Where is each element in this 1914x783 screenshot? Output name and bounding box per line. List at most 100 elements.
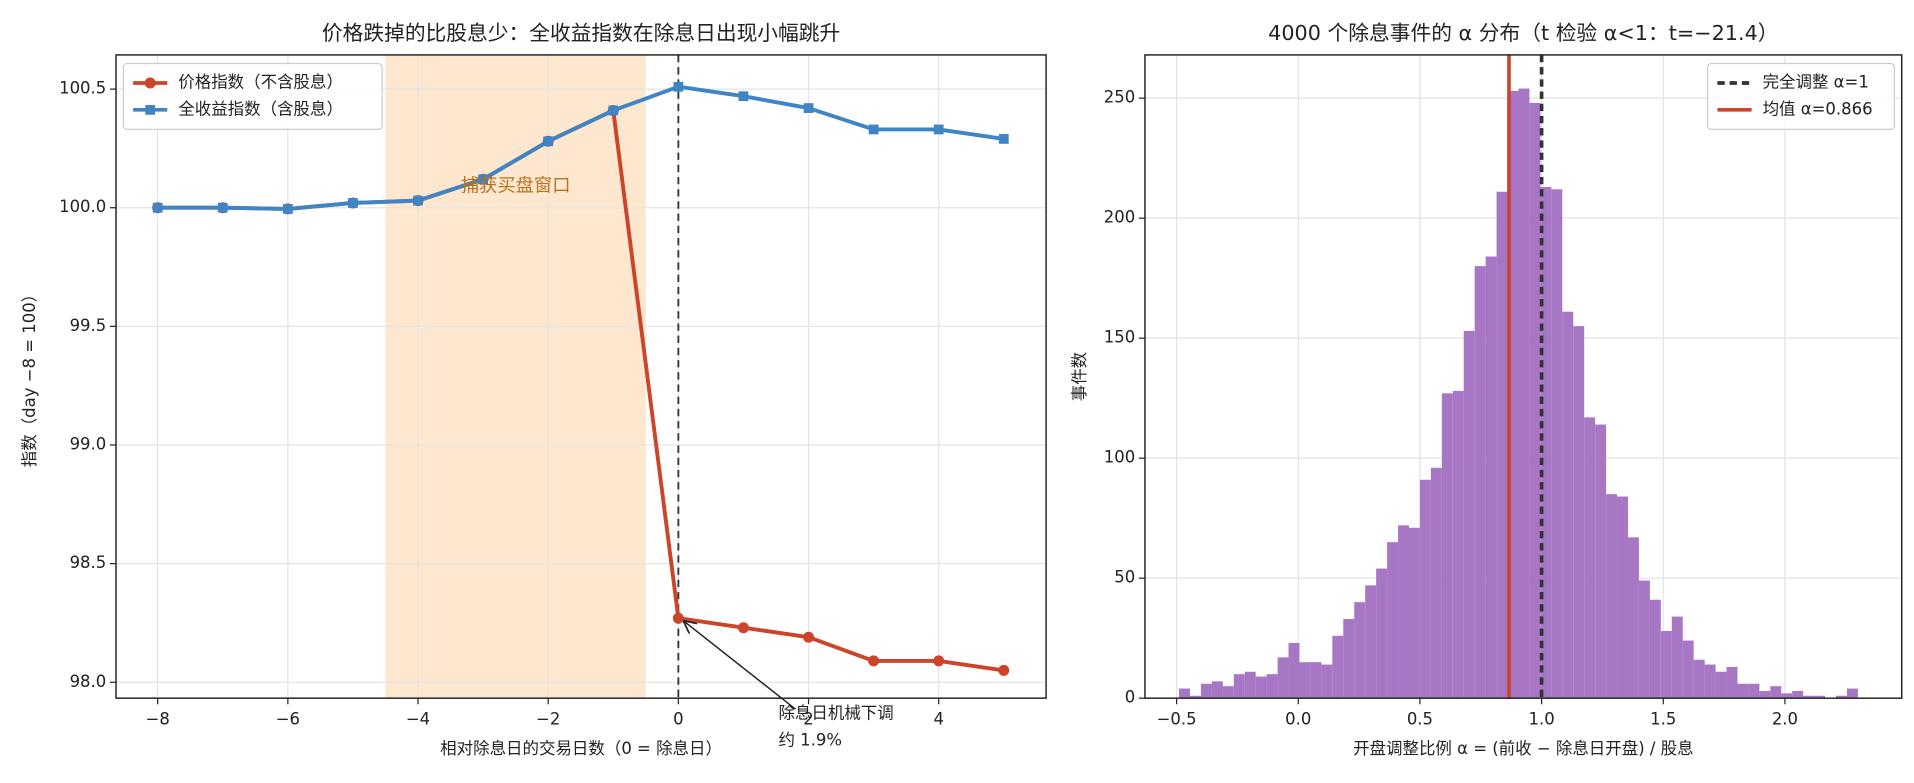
- histogram-bar: [1376, 568, 1388, 699]
- histogram-bar: [1803, 695, 1815, 699]
- data-point: [413, 195, 423, 206]
- x-tick-label: −4: [406, 710, 430, 729]
- data-point: [348, 198, 358, 208]
- data-point: [868, 655, 880, 667]
- x-tick-label: 4: [933, 710, 943, 729]
- histogram-bar: [1310, 662, 1322, 699]
- histogram-bar: [1365, 585, 1377, 699]
- x-tick-label: 2.0: [1772, 710, 1798, 729]
- histogram-bar: [1759, 690, 1771, 699]
- chart-title: 4000 个除息事件的 α 分布（t 检验 α<1：t=−21.4）: [1268, 21, 1778, 45]
- histogram-bar: [1846, 688, 1858, 699]
- histogram-bar: [1704, 664, 1716, 699]
- histogram-bar: [1792, 690, 1804, 699]
- data-point: [998, 664, 1010, 676]
- histogram-bar: [1562, 311, 1574, 699]
- y-tick-label: 100.5: [59, 79, 106, 98]
- data-point: [543, 136, 554, 147]
- x-tick-label: 1.0: [1528, 710, 1554, 729]
- annotation-arrow: [683, 621, 796, 710]
- histogram-bar: [1430, 467, 1442, 699]
- histogram-bar: [1233, 674, 1245, 699]
- histogram-bar: [1595, 424, 1607, 699]
- legend-label: 完全调整 α=1: [1763, 72, 1869, 91]
- y-tick-label: 250: [1104, 88, 1135, 107]
- data-point: [282, 204, 293, 214]
- data-point: [737, 622, 749, 634]
- data-point: [673, 81, 684, 92]
- histogram-bar: [1222, 686, 1234, 699]
- legend-box: [1707, 62, 1896, 130]
- data-point: [217, 202, 228, 213]
- data-point: [933, 124, 944, 135]
- annotation-text: 约 1.9%: [778, 730, 842, 749]
- histogram-bar: [1255, 676, 1267, 699]
- histogram-bar: [1463, 330, 1475, 699]
- histogram-bar: [1398, 525, 1409, 699]
- histogram-bar: [1332, 635, 1344, 699]
- data-point: [803, 103, 814, 113]
- axes-frame: [115, 54, 1047, 699]
- histogram-bar: [1737, 683, 1749, 699]
- shaded-span: [385, 54, 646, 699]
- series-line: [157, 84, 1005, 211]
- histogram-bar: [1693, 659, 1705, 699]
- histogram-bar: [1244, 671, 1256, 699]
- histogram-bar: [1770, 686, 1782, 699]
- legend-label: 价格指数（不含股息）: [178, 72, 343, 91]
- histogram-bar: [1649, 599, 1661, 699]
- histogram-bar: [1507, 90, 1519, 699]
- x-tick-label: −0.5: [1157, 710, 1197, 729]
- chart-title: 价格跌掉的比股息少：全收益指数在除息日出现小幅跳升: [322, 21, 840, 45]
- y-axis-label: 事件数: [1070, 352, 1089, 401]
- histogram-bar: [1387, 542, 1399, 699]
- histogram-bar: [1485, 256, 1497, 699]
- histogram-bar: [1189, 695, 1201, 699]
- y-tick-label: 98.0: [70, 672, 107, 691]
- histogram-bar: [1573, 326, 1585, 699]
- x-axis-label: 相对除息日的交易日数（0 = 除息日）: [440, 739, 722, 758]
- histogram-bar: [1343, 618, 1355, 699]
- histogram-bar: [1836, 695, 1847, 699]
- histogram-bar: [1660, 630, 1672, 699]
- y-tick-label: 100: [1104, 448, 1135, 467]
- histogram-bar: [1496, 191, 1508, 699]
- histogram-bar: [1441, 393, 1453, 699]
- histogram-bar: [1452, 390, 1464, 699]
- histogram-bar: [1781, 693, 1793, 699]
- x-tick-label: −6: [276, 710, 300, 729]
- histogram-bar: [1551, 189, 1563, 699]
- x-tick-label: 1.5: [1650, 710, 1676, 729]
- histogram-bar: [1211, 681, 1223, 699]
- histogram-bar: [1419, 479, 1431, 699]
- histogram-bar: [1627, 537, 1639, 699]
- legend-box: [122, 62, 383, 130]
- x-tick-label: −8: [146, 710, 170, 729]
- histogram-bar: [1408, 527, 1420, 699]
- data-point: [803, 631, 815, 643]
- histogram-bar: [1179, 688, 1190, 699]
- histogram-bar: [1748, 683, 1760, 699]
- y-tick-label: 50: [1114, 568, 1135, 587]
- y-tick-label: 99.5: [70, 316, 107, 335]
- data-point: [608, 105, 619, 116]
- y-tick-label: 150: [1104, 328, 1135, 347]
- axes-frame: [1144, 54, 1903, 699]
- annotation-text: 除息日机械下调: [778, 704, 893, 723]
- histogram-bar: [1606, 494, 1618, 699]
- x-axis-label: 开盘调整比例 α = (前收 − 除息日开盘) / 股息: [1353, 739, 1694, 758]
- histogram-bar: [1277, 657, 1289, 699]
- data-point: [868, 124, 879, 135]
- histogram-bar: [1288, 642, 1300, 699]
- y-tick-label: 98.5: [70, 553, 107, 572]
- histogram-bar: [1321, 664, 1333, 699]
- histogram-bar: [1200, 683, 1212, 699]
- histogram-bar: [1638, 580, 1650, 699]
- data-point: [478, 174, 488, 185]
- histogram-bar: [1715, 671, 1727, 699]
- y-tick-label: 0: [1125, 688, 1135, 707]
- y-tick-label: 99.0: [70, 435, 107, 454]
- x-tick-label: 2: [803, 710, 813, 729]
- histogram-bar: [1814, 695, 1826, 699]
